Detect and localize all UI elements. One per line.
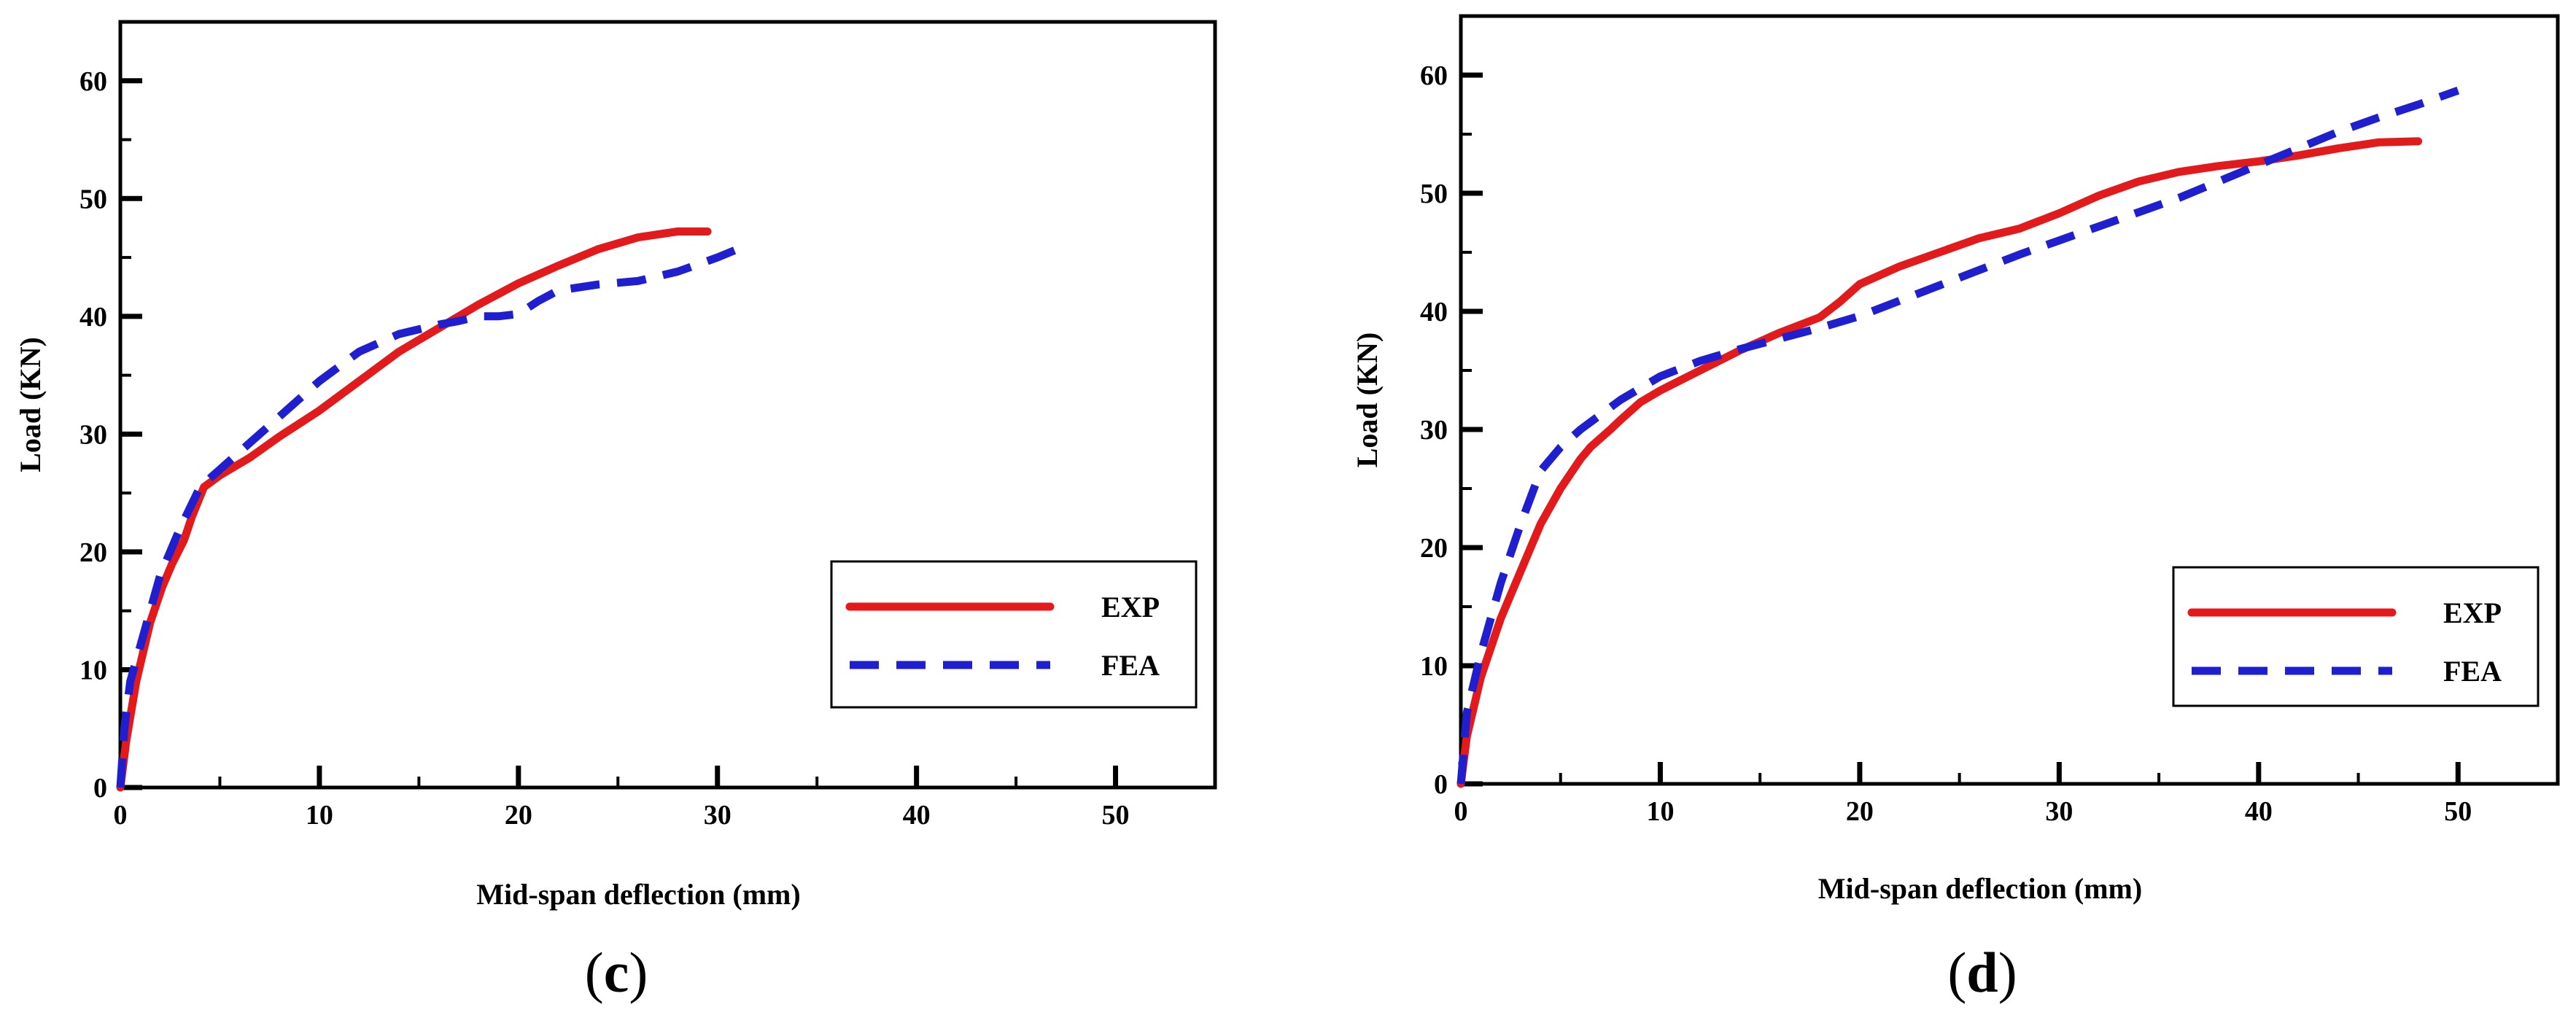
x-tick-label: 50: [2444, 796, 2472, 827]
y-axis-title: Load (KN): [1351, 332, 1384, 468]
x-tick-label: 0: [114, 800, 128, 831]
y-tick-label: 20: [1420, 533, 1448, 564]
plot-frame: [118, 20, 1217, 790]
y-tick-label: 60: [79, 66, 107, 97]
legend-label-fea: FEA: [2443, 655, 2502, 688]
y-tick-label: 10: [1420, 651, 1448, 682]
panel-label: (d): [1947, 941, 2017, 1004]
x-tick-label: 40: [2245, 796, 2273, 827]
panel-label-letter: c: [604, 941, 629, 1004]
plot-frame: [1459, 14, 2560, 786]
x-tick-label: 30: [704, 800, 732, 831]
panel-label-close: ): [629, 941, 648, 1004]
x-tick-label: 40: [903, 800, 931, 831]
series-line-fea: [1456, 86, 2460, 785]
y-tick-label: 50: [79, 184, 107, 214]
y-tick-label: 30: [79, 419, 107, 450]
y-tick-label: 20: [79, 537, 107, 568]
x-axis-title: Mid-span deflection (mm): [476, 878, 800, 911]
x-tick-label: 20: [1846, 796, 1874, 827]
y-tick-label: 0: [93, 773, 107, 804]
series-line-exp: [1456, 137, 2423, 788]
chart-panel-d: 0 10 20 30 40 50 0 10 20 30 40 50 60 Mid-span deflect…: [1351, 14, 2560, 1004]
y-tick-label: 30: [1420, 415, 1448, 446]
legend-label-fea: FEA: [1101, 649, 1160, 682]
series-line-fea: [116, 245, 740, 788]
y-tick-label: 40: [79, 302, 107, 332]
legend-box: [2172, 566, 2540, 707]
legend-label-exp: EXP: [2443, 596, 2502, 629]
x-tick-label: 0: [1454, 796, 1468, 827]
y-tick-label: 50: [1420, 179, 1448, 209]
x-tick-label: 30: [2045, 796, 2073, 827]
y-tick-label: 40: [1420, 297, 1448, 327]
legend-label-exp: EXP: [1101, 591, 1160, 623]
y-axis-title: Load (KN): [14, 337, 47, 472]
chart-panel-c: 0 10 20 30 40 50 0 10 20 30 40 50 60 Mid-span deflect…: [14, 20, 1217, 1004]
panel-label-open: (: [1947, 941, 1966, 1004]
x-tick-label: 50: [1102, 800, 1130, 831]
x-tick-label: 20: [505, 800, 532, 831]
panel-label-letter: d: [1966, 941, 1998, 1004]
y-tick-label: 0: [1434, 769, 1448, 800]
panel-label: (c): [585, 941, 648, 1004]
x-tick-label: 10: [306, 800, 333, 831]
series-line-exp: [116, 228, 712, 792]
y-tick-label: 10: [79, 655, 107, 685]
legend-box: [830, 560, 1198, 709]
y-tick-label: 60: [1420, 61, 1448, 91]
x-axis-title: Mid-span deflection (mm): [1818, 872, 2142, 905]
panel-label-close: ): [1998, 941, 2017, 1004]
panel-label-open: (: [585, 941, 604, 1004]
x-tick-label: 10: [1646, 796, 1674, 827]
